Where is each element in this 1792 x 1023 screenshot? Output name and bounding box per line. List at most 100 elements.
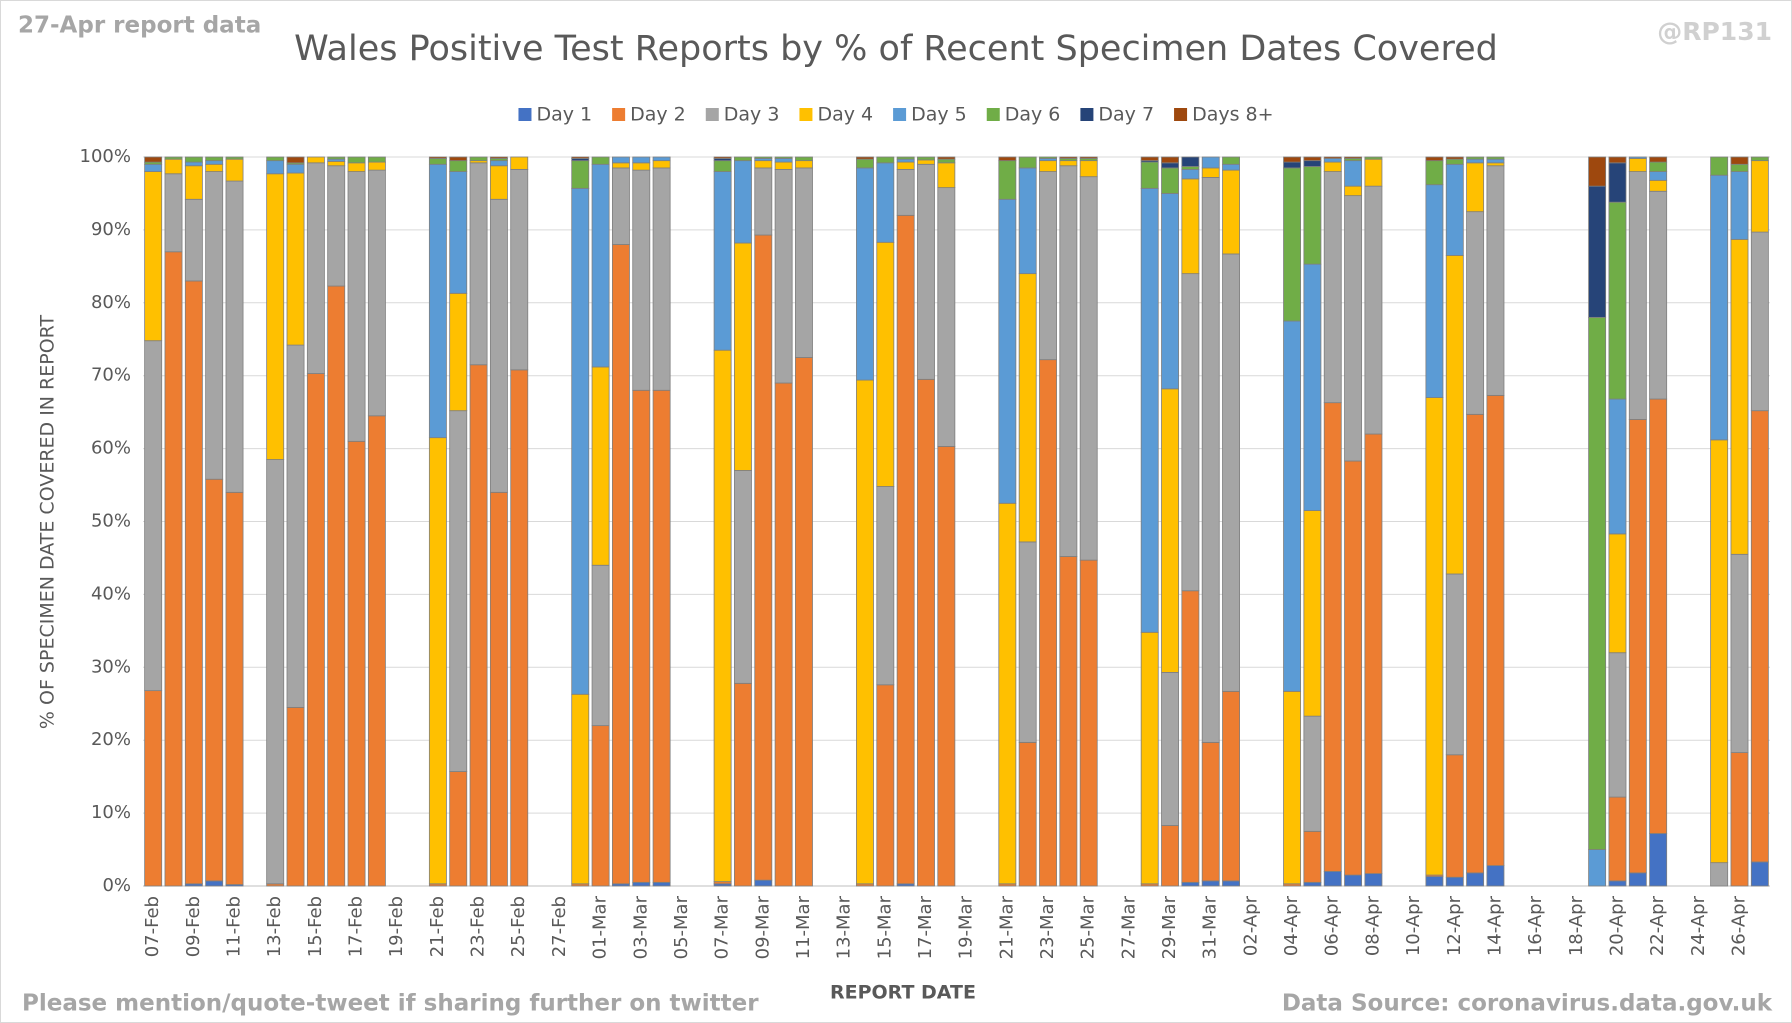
bar-segment <box>1018 541 1037 743</box>
bar-segment <box>1140 187 1159 633</box>
bar-segment <box>1201 177 1220 743</box>
legend-label: Day 2 <box>630 104 686 126</box>
bar-segment <box>734 160 752 244</box>
bar-segment <box>795 167 813 358</box>
bar-segment <box>1323 161 1342 172</box>
bar-segment <box>1283 320 1302 692</box>
legend-label: Day 3 <box>724 104 780 126</box>
legend-label: Day 5 <box>911 104 967 126</box>
bar-segment <box>205 171 224 480</box>
bar-segment <box>1445 573 1464 756</box>
bar-segment <box>367 161 386 171</box>
subtitle: 27-Apr report data <box>18 13 261 39</box>
legend-label: Day 1 <box>536 104 592 126</box>
bar-segment <box>367 415 386 887</box>
bar-segment <box>428 158 447 165</box>
bar-segment <box>1201 741 1220 882</box>
bar-segment <box>571 693 590 885</box>
bar-segment <box>144 171 163 342</box>
footer-right: Data Source: coronavirus.data.gov.uk <box>1282 991 1773 1017</box>
x-tick-label: 04-Apr <box>1281 895 1302 956</box>
bar-segment <box>286 156 305 164</box>
legend-swatch <box>1174 108 1188 121</box>
bar-segment <box>1466 872 1485 887</box>
bar-segment <box>591 156 610 165</box>
bar-segment <box>367 169 386 417</box>
bar-segment <box>184 161 203 167</box>
x-tick-label: 13-Mar <box>834 895 855 959</box>
legend-label: Days 8+ <box>1192 104 1273 126</box>
bar-segment <box>1445 876 1464 887</box>
bar-segment <box>1608 533 1627 654</box>
bar-segment <box>1466 156 1485 160</box>
bar-segment <box>896 156 915 160</box>
bar-segment <box>1730 163 1749 172</box>
bar-segment <box>652 160 671 169</box>
bar-segment <box>734 242 752 471</box>
bar-segment <box>652 167 671 391</box>
y-tick-label: 50% <box>91 511 131 532</box>
bar-segment <box>1608 201 1627 400</box>
bar-segment <box>449 171 468 294</box>
bar-segment <box>164 156 183 160</box>
bar-segment <box>266 160 285 175</box>
bar-segment <box>1628 171 1647 420</box>
bar-segment <box>1344 460 1363 876</box>
bar-segment <box>1303 715 1322 832</box>
bar-segment <box>1588 849 1607 887</box>
bar-segment <box>144 690 163 887</box>
legend-swatch <box>1080 108 1094 121</box>
bar-segment <box>754 234 773 881</box>
legend-swatch <box>518 108 532 121</box>
bar-segment <box>1445 158 1464 165</box>
bar-segment <box>876 486 895 686</box>
bar-segment <box>1649 179 1668 192</box>
bar-segment <box>1059 160 1078 167</box>
bar-segment <box>225 156 244 160</box>
bar-segment <box>1710 862 1729 887</box>
bar-segment <box>1445 163 1464 256</box>
bar-segment <box>266 459 285 885</box>
x-tick-label: 27-Feb <box>549 896 570 957</box>
x-tick-label: 08-Apr <box>1362 895 1383 956</box>
bar-segment <box>1608 398 1627 535</box>
bar-segment <box>266 156 285 162</box>
bar-segment <box>1750 410 1769 863</box>
bar-segment <box>611 156 630 164</box>
bar-segment <box>184 156 203 163</box>
legend-label: Day 7 <box>1098 104 1154 126</box>
bar-segment <box>449 160 468 172</box>
bar-segment <box>1344 874 1363 887</box>
x-axis-label: REPORT DATE <box>830 982 976 1004</box>
bar-segment <box>937 156 956 160</box>
bar-segment <box>286 706 305 887</box>
bar-segment <box>1201 167 1220 178</box>
bar-segment <box>205 160 224 165</box>
x-tick-label: 29-Mar <box>1159 895 1180 959</box>
x-tick-label: 12-Apr <box>1444 895 1465 956</box>
x-tick-label: 09-Mar <box>752 895 773 959</box>
x-tick-label: 07-Mar <box>712 895 733 959</box>
bar-segment <box>1161 167 1179 194</box>
bar-segment <box>1323 402 1342 872</box>
legend-swatch <box>986 108 1000 121</box>
bar-segment <box>774 161 793 170</box>
bar-segment <box>1018 156 1037 169</box>
x-tick-label: 11-Feb <box>224 896 245 957</box>
bar-segment <box>774 158 793 163</box>
bar-segment <box>1161 825 1179 887</box>
bar-segment <box>286 344 305 708</box>
x-tick-label: 17-Mar <box>915 895 936 959</box>
x-tick-label: 03-Mar <box>630 895 651 959</box>
bar-segment <box>1303 156 1322 162</box>
bar-segment <box>856 167 874 381</box>
bar-segment <box>428 437 447 885</box>
bar-segment <box>347 171 366 442</box>
bar-segment <box>1445 156 1464 160</box>
legend-label: Day 6 <box>1005 104 1061 126</box>
bar-segment <box>611 162 630 169</box>
bar-segment <box>164 251 183 887</box>
bar-segment <box>1222 156 1240 165</box>
bar-segment <box>1039 160 1057 172</box>
bar-segment <box>1608 652 1627 798</box>
